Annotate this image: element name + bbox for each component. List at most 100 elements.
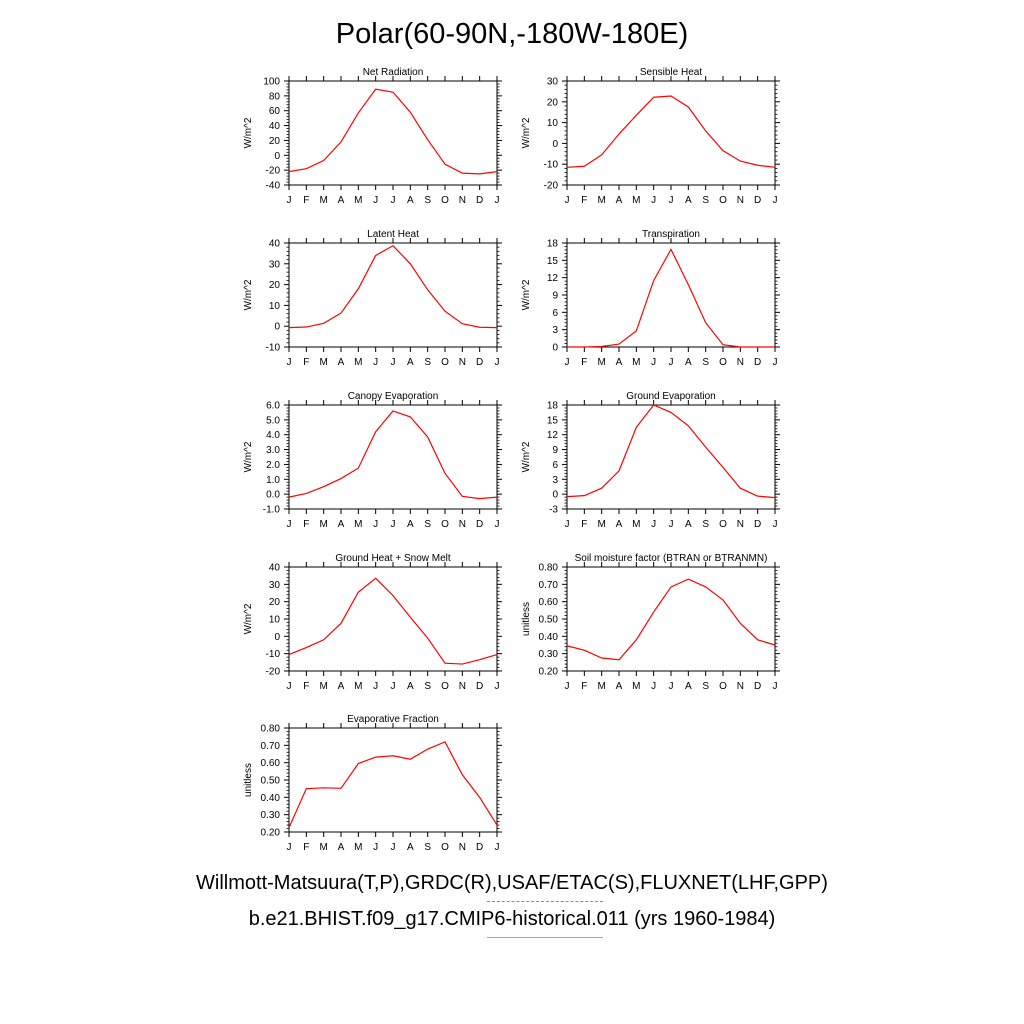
panel-title: Net Radiation [363, 67, 424, 78]
y-axis-label: W/m^2 [243, 117, 254, 148]
chart-panel: Canopy Evaporation W/m^2 -1.0 0.0 1.0 2.0 3.0 4… [243, 391, 502, 530]
y-tick-label: 20 [269, 136, 281, 147]
x-tick-label: J [287, 519, 292, 530]
series-line [288, 741, 498, 828]
x-tick-label: A [407, 357, 414, 368]
x-tick-label: M [354, 842, 362, 853]
x-tick-label: O [441, 842, 449, 853]
y-tick-label: 15 [547, 256, 559, 267]
x-tick-label: J [773, 195, 778, 206]
plot-frame [566, 242, 776, 348]
x-tick-label: S [424, 842, 431, 853]
y-tick-label: 12 [547, 273, 559, 284]
x-tick-label: J [495, 195, 500, 206]
y-tick-label: -10 [544, 160, 559, 171]
x-tick-label: D [754, 519, 761, 530]
x-tick-label: J [495, 519, 500, 530]
x-tick-label: D [476, 357, 483, 368]
x-tick-label: J [373, 681, 378, 692]
x-tick-label: J [651, 519, 656, 530]
x-tick-label: J [651, 357, 656, 368]
series-line [566, 404, 776, 499]
x-tick-label: J [391, 842, 396, 853]
y-tick-label: 0 [552, 490, 558, 501]
x-tick-label: M [319, 519, 327, 530]
y-tick-label: 20 [547, 97, 559, 108]
x-tick-label: J [287, 357, 292, 368]
y-axis-label: unitless [243, 763, 254, 797]
x-tick-label: S [424, 519, 431, 530]
y-tick-label: 0.70 [261, 741, 281, 752]
y-axis-label: W/m^2 [521, 117, 532, 148]
x-tick-label: J [287, 681, 292, 692]
panel-title: Canopy Evaporation [348, 391, 439, 402]
y-tick-label: 0 [552, 343, 558, 354]
y-tick-label: 0.50 [261, 776, 281, 787]
x-tick-label: M [319, 681, 327, 692]
series-line [566, 578, 776, 661]
x-tick-label: J [651, 681, 656, 692]
x-tick-label: A [338, 681, 345, 692]
plot-frame [288, 404, 498, 510]
x-tick-label: A [338, 842, 345, 853]
x-tick-label: J [287, 842, 292, 853]
y-tick-label: 5.0 [266, 415, 280, 426]
panel-title: Transpiration [642, 229, 700, 240]
x-tick-label: J [773, 357, 778, 368]
panel-title: Sensible Heat [640, 67, 702, 78]
panel-title: Latent Heat [367, 229, 419, 240]
x-tick-label: J [773, 519, 778, 530]
x-tick-label: A [685, 681, 692, 692]
x-tick-label: J [391, 357, 396, 368]
y-tick-label: 9 [552, 445, 558, 456]
x-tick-label: J [373, 842, 378, 853]
y-tick-label: 30 [547, 77, 559, 88]
x-tick-label: M [632, 681, 640, 692]
x-tick-label: A [407, 842, 414, 853]
y-axis-label: W/m^2 [243, 441, 254, 472]
y-tick-label: 40 [269, 121, 281, 132]
panel-title: Soil moisture factor (BTRAN or BTRANMN) [575, 553, 768, 564]
x-tick-label: N [459, 842, 466, 853]
x-tick-label: O [719, 357, 727, 368]
series-line [288, 410, 498, 500]
x-tick-label: J [565, 195, 570, 206]
x-tick-label: J [391, 681, 396, 692]
legend-model-swatch [487, 937, 603, 938]
x-tick-label: O [719, 195, 727, 206]
x-tick-label: M [632, 357, 640, 368]
x-tick-label: M [319, 842, 327, 853]
x-tick-label: D [476, 519, 483, 530]
x-tick-label: M [354, 681, 362, 692]
y-tick-label: -1.0 [263, 505, 281, 516]
y-tick-label: 3 [552, 475, 558, 486]
panel-title: Evaporative Fraction [347, 714, 439, 725]
y-tick-label: 6 [552, 460, 558, 471]
y-tick-label: 1.0 [266, 475, 280, 486]
panel-title: Ground Heat + Snow Melt [335, 553, 451, 564]
y-tick-label: 30 [269, 259, 281, 270]
x-tick-label: M [319, 195, 327, 206]
x-tick-label: O [441, 681, 449, 692]
plot-frame [566, 404, 776, 510]
x-tick-label: J [373, 357, 378, 368]
x-tick-label: N [737, 519, 744, 530]
x-tick-label: J [495, 842, 500, 853]
y-axis-label: W/m^2 [243, 603, 254, 634]
chart-panel: Evaporative Fraction unitless 0.20 0.30 0.40… [243, 714, 502, 853]
x-tick-label: M [597, 357, 605, 368]
panel-title: Ground Evaporation [626, 391, 716, 402]
x-tick-label: F [303, 842, 309, 853]
y-tick-label: 3.0 [266, 445, 280, 456]
y-tick-label: 80 [269, 91, 281, 102]
series-line [288, 577, 498, 665]
x-tick-label: J [391, 195, 396, 206]
y-tick-label: 10 [547, 118, 559, 129]
figure-title: Polar(60-90N,-180W-180E) [335, 18, 689, 50]
x-tick-label: N [737, 195, 744, 206]
x-tick-label: S [702, 357, 709, 368]
plot-frame [288, 566, 498, 672]
chart-panel: Soil moisture factor (BTRAN or BTRANMN) u… [521, 553, 780, 692]
legend-observations-swatch [487, 901, 603, 902]
x-tick-label: D [754, 681, 761, 692]
